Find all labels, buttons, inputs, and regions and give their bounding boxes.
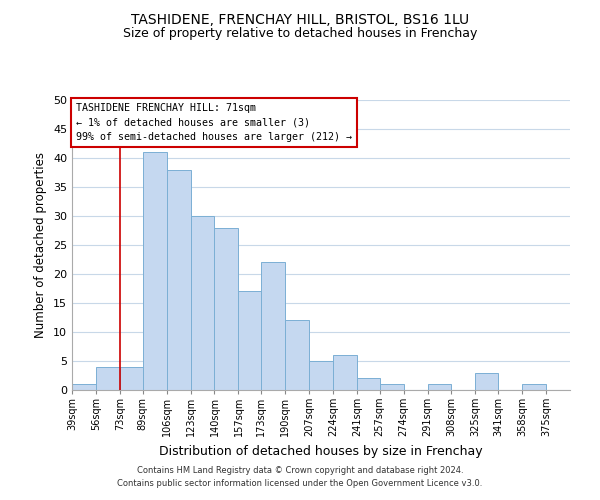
Text: TASHIDENE, FRENCHAY HILL, BRISTOL, BS16 1LU: TASHIDENE, FRENCHAY HILL, BRISTOL, BS16 … (131, 12, 469, 26)
Bar (380, 384, 404, 390)
Bar (72, 384, 96, 390)
Bar (309, 361, 333, 390)
Bar (167, 170, 191, 390)
Bar (120, 367, 143, 390)
Bar (261, 262, 285, 390)
Bar (191, 216, 214, 390)
Text: Size of property relative to detached houses in Frenchay: Size of property relative to detached ho… (123, 28, 477, 40)
Bar (285, 320, 309, 390)
Bar (333, 355, 357, 390)
Text: Contains HM Land Registry data © Crown copyright and database right 2024.
Contai: Contains HM Land Registry data © Crown c… (118, 466, 482, 487)
Bar (428, 384, 451, 390)
Bar (143, 152, 167, 390)
Bar (475, 372, 498, 390)
Bar (522, 384, 546, 390)
Bar (357, 378, 380, 390)
Bar (214, 228, 238, 390)
Bar (238, 292, 261, 390)
Y-axis label: Number of detached properties: Number of detached properties (34, 152, 47, 338)
Text: TASHIDENE FRENCHAY HILL: 71sqm
← 1% of detached houses are smaller (3)
99% of se: TASHIDENE FRENCHAY HILL: 71sqm ← 1% of d… (76, 103, 352, 142)
X-axis label: Distribution of detached houses by size in Frenchay: Distribution of detached houses by size … (159, 445, 483, 458)
Bar (96, 367, 120, 390)
